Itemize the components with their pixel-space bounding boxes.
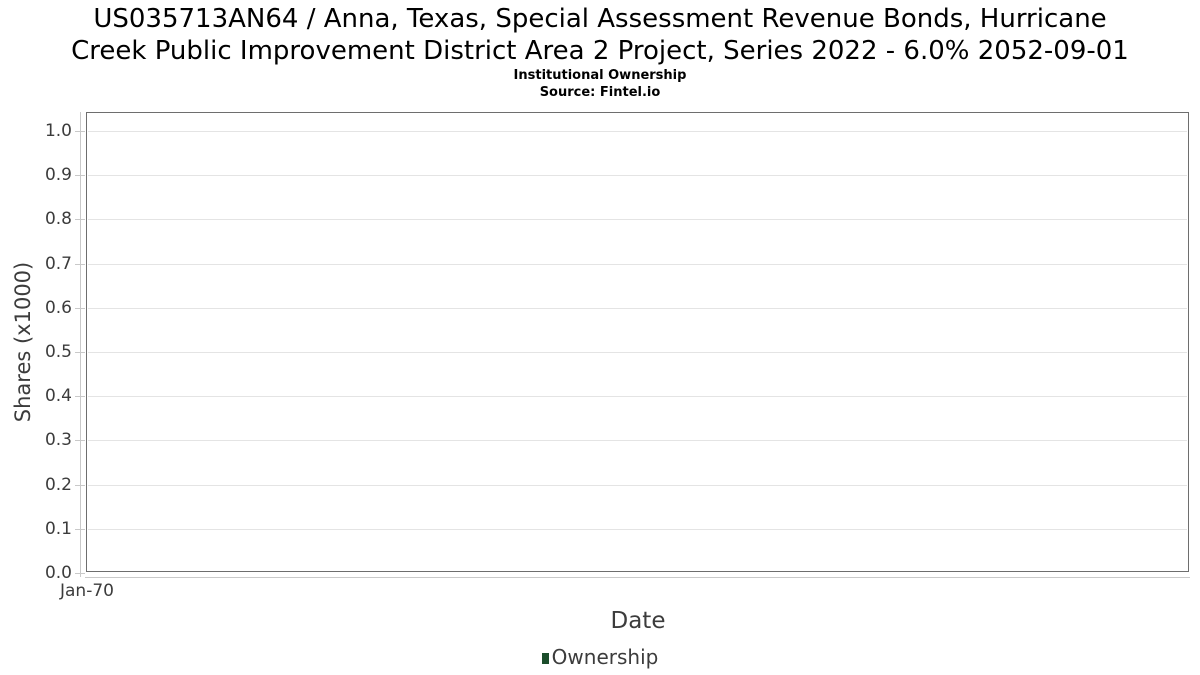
y-axis-line — [80, 112, 81, 577]
y-tick-label: 0.1 — [44, 518, 72, 539]
y-tick — [75, 440, 85, 442]
chart-title: US035713AN64 / Anna, Texas, Special Asse… — [0, 3, 1200, 67]
x-axis-title: Date — [610, 608, 666, 634]
y-tick-label: 0.2 — [44, 474, 72, 495]
y-gridline — [88, 175, 1187, 177]
chart-subtitle: Institutional Ownership — [513, 68, 687, 83]
y-gridline — [88, 219, 1187, 221]
y-tick — [75, 175, 85, 177]
chart-title-line2: Creek Public Improvement District Area 2… — [71, 36, 1129, 66]
y-tick — [75, 528, 85, 530]
y-tick-label: 0.8 — [44, 209, 72, 230]
y-gridline — [88, 396, 1187, 398]
x-tick-label: Jan-70 — [60, 581, 114, 601]
legend-marker-icon — [541, 652, 549, 664]
y-tick-label: 0.0 — [44, 563, 72, 583]
y-tick — [75, 263, 85, 265]
legend-item-label: Ownership — [551, 645, 659, 669]
y-gridline — [88, 307, 1187, 309]
y-tick-label: 0.9 — [44, 165, 72, 186]
y-tick-label: 0.5 — [44, 342, 72, 362]
y-tick — [75, 396, 85, 398]
y-tick-label: 0.6 — [44, 297, 72, 318]
chart-title-line1: US035713AN64 / Anna, Texas, Special Asse… — [93, 4, 1107, 34]
y-axis-title: Shares (x1000) — [11, 261, 35, 423]
y-tick-label: 0.7 — [44, 253, 72, 274]
y-gridline — [88, 484, 1187, 486]
y-gridline — [88, 131, 1187, 132]
y-gridline — [88, 440, 1187, 442]
y-tick — [75, 484, 85, 486]
y-gridline — [88, 352, 1187, 353]
y-tick-label: 1.0 — [44, 121, 72, 141]
legend-item-ownership[interactable]: Ownership — [541, 645, 659, 669]
y-gridline — [88, 528, 1187, 530]
plot-area — [86, 112, 1189, 572]
y-gridline — [88, 263, 1187, 265]
y-tick — [75, 352, 85, 353]
y-tick — [75, 131, 85, 132]
y-tick-label: 0.4 — [44, 386, 72, 407]
chart-source-credit: Source: Fintel.io — [539, 85, 661, 100]
y-tick — [75, 573, 85, 574]
y-tick — [75, 307, 85, 309]
x-axis-line — [85, 577, 1190, 578]
y-tick-label: 0.3 — [44, 430, 72, 451]
y-tick — [75, 219, 85, 221]
legend: Ownership — [0, 645, 1200, 669]
